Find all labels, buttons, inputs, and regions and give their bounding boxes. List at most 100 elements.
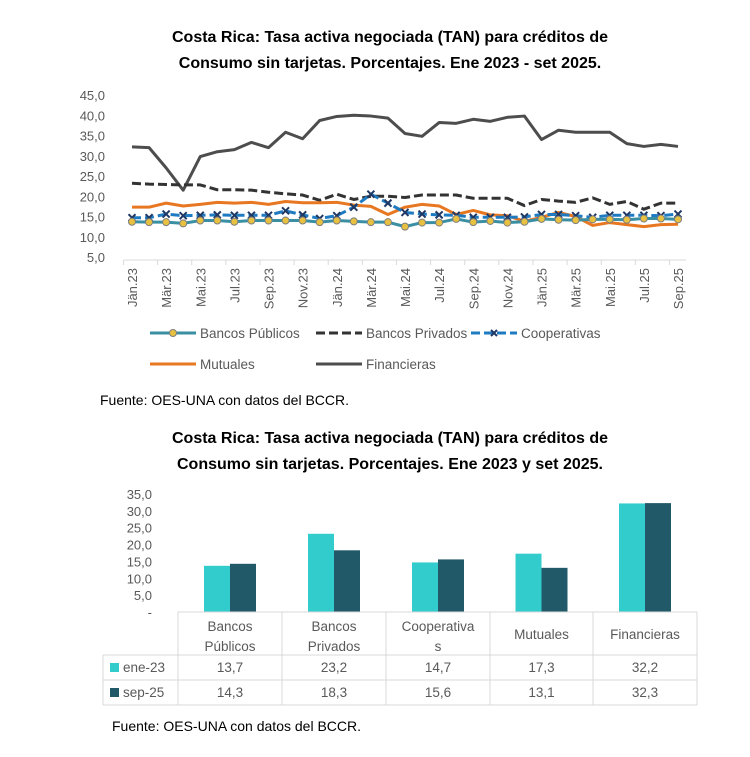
data-point: [213, 210, 222, 220]
y-tick-label: 25,0: [127, 521, 152, 536]
data-point: [162, 218, 171, 227]
category-label: Financieras: [610, 627, 680, 642]
y-tick-label: 20,0: [80, 189, 105, 204]
x-tick-label: Sep.25: [671, 268, 686, 309]
series-line-financieras: [131, 113, 679, 192]
data-point: [452, 214, 461, 223]
bar-sep-25: [438, 559, 464, 612]
data-point: [349, 202, 359, 212]
bar-ene-23: [515, 553, 542, 612]
table-value: 14,7: [425, 660, 451, 675]
data-point: [435, 218, 444, 227]
x-tick-label: Jän.25: [535, 268, 550, 307]
table-value: 13,7: [217, 660, 243, 675]
data-point: [418, 218, 427, 227]
line-chart-source: Fuente: OES-UNA con datos del BCCR.: [100, 392, 349, 408]
data-point: [349, 217, 358, 226]
data-point: [383, 218, 392, 227]
data-point: [503, 218, 512, 227]
data-point: [315, 218, 324, 227]
data-point: [605, 215, 614, 224]
table-value: 32,2: [632, 660, 658, 675]
y-tick-label: 15,0: [127, 554, 152, 569]
bar-chart-title-2: Consumo sin tarjetas. Porcentajes. Ene 2…: [177, 456, 603, 473]
x-tick-label: Jul.23: [227, 268, 242, 303]
legend-label: sep-25: [123, 685, 164, 700]
bar-ene-23: [308, 533, 334, 612]
data-point: [639, 214, 648, 223]
y-tick-label: 40,0: [80, 108, 105, 123]
data-point: [178, 211, 188, 220]
legend-swatch-ene-23: [110, 663, 119, 672]
bar-chart-title-1: Costa Rica: Tasa activa negociada (TAN) …: [172, 430, 608, 447]
legend-label: Bancos Públicos: [200, 326, 300, 341]
data-point: [298, 210, 307, 220]
data-point: [366, 218, 375, 227]
table-value: 13,1: [528, 685, 554, 700]
legend-swatch-sep-25: [110, 688, 119, 697]
x-tick-label: Mai.24: [398, 268, 413, 307]
bar-chart: 35,0 30,0 25,0 20,015,0 10,0 5,0 - Bancos Públic…: [102, 487, 698, 706]
y-tick-label: 45,0: [80, 88, 105, 103]
x-tick-label: Mär.25: [569, 268, 584, 308]
line-chart-title-2: Consumo sin tarjetas. Porcentajes. Ene 2…: [179, 55, 601, 72]
y-tick-label: 25,0: [80, 169, 105, 184]
legend-label: Bancos Privados: [366, 326, 468, 341]
line-chart-title-1: Costa Rica: Tasa activa negociada (TAN) …: [172, 29, 608, 46]
category-label: Cooperativa: [402, 619, 475, 634]
data-point: [179, 219, 188, 228]
y-tick-label: 10,0: [80, 230, 105, 245]
x-tick-label: Mär.23: [159, 268, 174, 308]
data-point: [128, 217, 136, 226]
data-point: [417, 209, 427, 219]
y-tick-label: 10,0: [127, 571, 152, 586]
data-point: [486, 216, 495, 225]
category-label: Bancos: [207, 619, 252, 634]
data-point: [674, 215, 682, 224]
x-tick-label: Jän.24: [330, 268, 345, 307]
bar-ene-23: [204, 565, 230, 612]
category-label: Bancos: [311, 619, 356, 634]
data-point: [281, 216, 290, 225]
table-value: 23,2: [321, 660, 347, 675]
table-value: 18,3: [321, 685, 347, 700]
bar-ene-23: [412, 562, 438, 612]
x-tick-label: Sep.23: [262, 268, 277, 309]
data-point: [366, 190, 376, 199]
data-point: [230, 217, 239, 226]
category-label: Privados: [308, 639, 361, 654]
x-tick-label: Jul.24: [432, 268, 447, 303]
data-point: [230, 211, 239, 220]
x-tick-label: Nov.24: [500, 268, 515, 308]
bar-chart-source: Fuente: OES-UNA con datos del BCCR.: [112, 718, 361, 734]
data-point: [213, 216, 222, 225]
data-point: [332, 216, 341, 225]
data-point: [520, 217, 529, 226]
data-point: [571, 216, 580, 225]
x-tick-label: Jän.23: [125, 268, 140, 307]
legend-marker: [169, 329, 177, 337]
x-tick-label: Mär.24: [364, 268, 379, 308]
series-line-bancos-privados: [131, 181, 678, 211]
data-point: [196, 216, 205, 225]
data-point: [588, 215, 597, 224]
data-point: [298, 216, 307, 225]
data-point: [656, 214, 665, 223]
data-point: [400, 208, 410, 217]
legend-label: Cooperativas: [521, 326, 601, 341]
x-tick-label: Nov.23: [296, 268, 311, 308]
bar-sep-25: [230, 563, 256, 612]
data-point: [281, 206, 290, 216]
line-chart: 45,0 40,0 35,0 30,0 25,0 20,0 15,0 10,0 5,0 Jän.2…: [80, 88, 686, 372]
data-point: [401, 222, 409, 231]
data-point: [537, 214, 546, 223]
legend-label: ene-23: [123, 660, 165, 675]
data-point: [554, 215, 563, 224]
y-tick-label: 35,0: [80, 129, 105, 144]
x-tick-label: Sep.24: [466, 268, 481, 309]
y-tick-label: 5,0: [87, 250, 105, 265]
table-value: 14,3: [217, 685, 243, 700]
x-tick-label: Jul.25: [637, 268, 652, 303]
